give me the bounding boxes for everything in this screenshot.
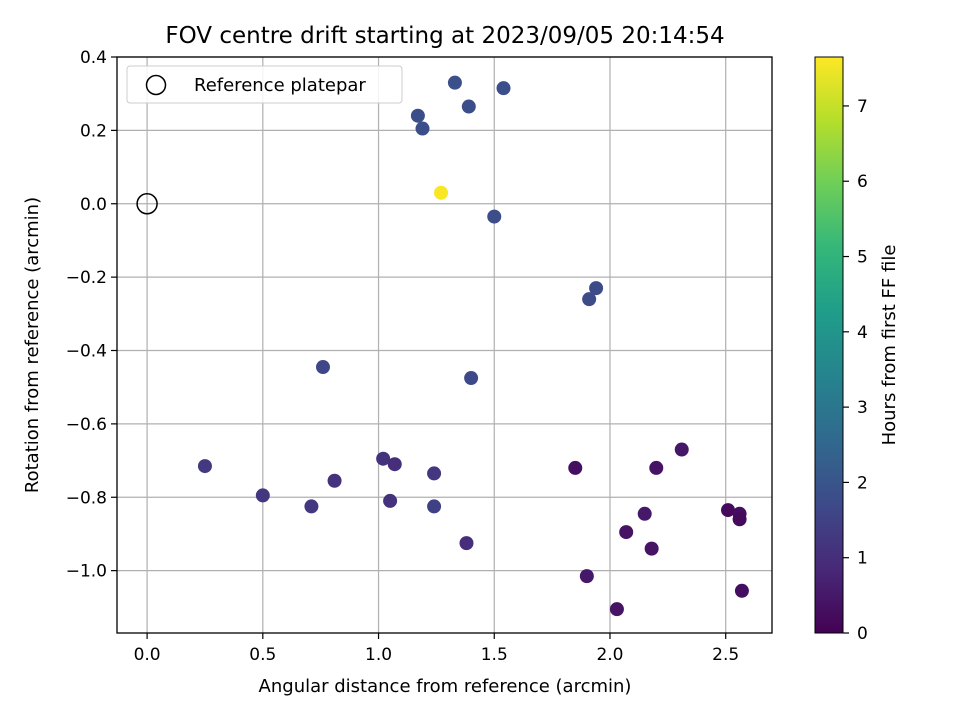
data-point [637, 506, 652, 521]
y-tick-label: −0.2 [66, 268, 107, 288]
data-point [582, 292, 597, 307]
colorbar-tick-label: 1 [857, 549, 868, 569]
data-point [383, 493, 398, 508]
colorbar [814, 56, 844, 634]
data-point [579, 569, 594, 584]
legend: Reference platepar [126, 65, 403, 104]
colorbar-tick-label: 2 [857, 473, 868, 493]
y-axis-label: Rotation from reference (arcmin) [22, 197, 43, 493]
grid [117, 56, 772, 633]
data-point [415, 121, 430, 136]
data-point [327, 473, 342, 488]
x-axis-label: Angular distance from reference (arcmin) [259, 676, 632, 697]
data-point [315, 360, 330, 375]
colorbar-tick-label: 7 [857, 97, 868, 117]
y-tick-label: 0.0 [80, 195, 107, 215]
data-point [410, 108, 425, 123]
y-tick-label: −0.4 [66, 342, 107, 362]
data-point [427, 499, 442, 514]
data-point [197, 459, 212, 474]
data-point [447, 75, 462, 90]
data-point [459, 536, 474, 551]
reference-layer [136, 193, 158, 215]
legend-label: Reference platepar [194, 75, 366, 96]
colorbar-tick-label: 3 [857, 398, 868, 418]
colorbar-tick-label: 4 [857, 323, 868, 343]
data-point [568, 460, 583, 475]
plot-frame [116, 56, 773, 634]
reference-platepar-marker [136, 193, 158, 215]
data-point [376, 451, 391, 466]
x-tick-label: 1.0 [365, 645, 392, 665]
data-point [644, 541, 659, 556]
data-points [197, 75, 749, 617]
data-point [427, 466, 442, 481]
data-point [487, 209, 502, 224]
data-point [434, 185, 449, 200]
colorbar-ticks: 0 1 2 3 4 5 6 7 [843, 97, 868, 644]
data-point [649, 460, 664, 475]
data-point [461, 99, 476, 114]
y-axis-ticks: 0.4 0.2 0.0 −0.2 −0.4 −0.6 −0.8 −1.0 [66, 48, 117, 582]
colorbar-tick-label: 0 [857, 624, 868, 644]
colorbar-label: Hours from first FF file [879, 245, 900, 446]
x-tick-label: 0.0 [134, 645, 161, 665]
x-tick-label: 2.0 [596, 645, 623, 665]
data-point [619, 525, 634, 540]
colorbar-tick-label: 5 [857, 248, 868, 268]
x-axis-ticks: 0.0 0.5 1.0 1.5 2.0 2.5 [134, 633, 739, 665]
data-point [464, 371, 479, 386]
y-tick-label: 0.4 [80, 48, 107, 68]
x-tick-label: 2.5 [712, 645, 739, 665]
y-tick-label: −0.8 [66, 488, 107, 508]
data-point [496, 81, 511, 96]
legend-reference-marker [145, 74, 167, 96]
chart-title: FOV centre drift starting at 2023/09/05 … [165, 23, 724, 49]
data-point [732, 512, 747, 527]
y-tick-label: 0.2 [80, 121, 107, 141]
data-point [304, 499, 319, 514]
data-point [589, 281, 604, 296]
y-tick-label: −1.0 [66, 562, 107, 582]
data-point [721, 503, 736, 518]
colorbar-tick-label: 6 [857, 172, 868, 192]
x-tick-label: 1.5 [481, 645, 508, 665]
x-tick-label: 0.5 [249, 645, 276, 665]
y-tick-label: −0.6 [66, 415, 107, 435]
legend-box [126, 65, 403, 104]
data-point [255, 488, 270, 503]
data-point [674, 442, 689, 457]
data-point [387, 457, 402, 472]
data-point [734, 583, 749, 598]
data-point [609, 602, 624, 617]
